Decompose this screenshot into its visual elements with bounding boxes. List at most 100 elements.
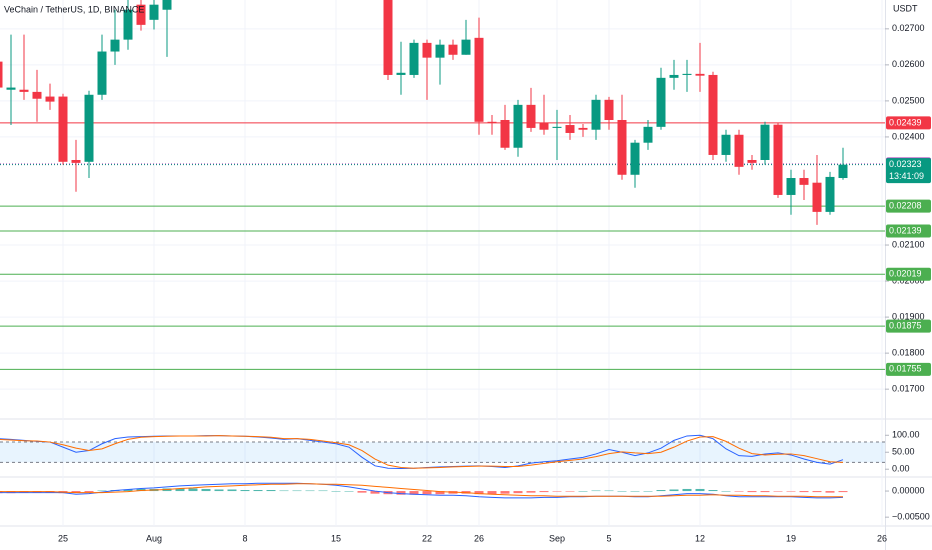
- x-tick-label: 19: [786, 533, 796, 543]
- histogram-bar: [331, 491, 341, 492]
- candle-body: [656, 77, 666, 127]
- grid: [0, 0, 885, 526]
- y-tick-label: 0.02400: [892, 131, 925, 141]
- candle-body: [513, 104, 523, 148]
- histogram-bar: [500, 491, 510, 494]
- histogram-bar: [201, 488, 211, 492]
- indicator-line: [0, 482, 844, 499]
- candle-body: [71, 159, 81, 163]
- stoch-pane: [0, 434, 885, 470]
- histogram-bar: [812, 491, 822, 493]
- histogram-bar: [617, 491, 627, 492]
- histogram-bar: [123, 489, 133, 492]
- x-tick-label: 22: [422, 533, 432, 543]
- candle-body: [136, 4, 146, 25]
- y-tick-label: 0.02100: [892, 239, 925, 249]
- x-tick-label: 26: [877, 533, 887, 543]
- countdown-label: 13:41:09: [889, 171, 924, 181]
- candle-body: [6, 87, 16, 90]
- y-tick-label: 0.01800: [892, 348, 925, 358]
- histogram-bar: [227, 489, 237, 492]
- histogram-bar: [578, 491, 588, 492]
- histogram-bar: [396, 491, 406, 495]
- candle-body: [110, 39, 120, 52]
- candle-body: [0, 61, 3, 88]
- histogram-bar: [669, 489, 679, 492]
- histogram-bar: [838, 491, 848, 493]
- candle-body: [760, 124, 770, 160]
- histogram-bar: [799, 491, 809, 493]
- histogram-bar: [682, 488, 692, 492]
- candle-body: [578, 127, 588, 130]
- histogram-bar: [318, 490, 328, 492]
- histogram-bar: [279, 490, 289, 492]
- stoch-band: [0, 442, 885, 463]
- y-tick-label: 0.00000: [892, 485, 925, 495]
- candle-body: [19, 89, 29, 92]
- y-tick-label: 0.02700: [892, 23, 925, 33]
- candle-body: [643, 126, 653, 143]
- candle-body: [565, 125, 575, 133]
- indicator-line: [0, 483, 843, 498]
- y-tick-label: 0.02600: [892, 59, 925, 69]
- level-label: 0.02439: [889, 117, 922, 127]
- level-label: 0.02139: [889, 225, 922, 235]
- candle-body: [396, 72, 406, 75]
- candle-body: [526, 104, 536, 128]
- candle-body: [825, 176, 835, 212]
- histogram-bar: [721, 491, 731, 492]
- histogram-bar: [591, 490, 601, 492]
- y-tick-label: 0.00: [892, 464, 910, 474]
- level-label-box: [886, 267, 931, 281]
- x-tick-label: 25: [58, 533, 68, 543]
- candle-body: [838, 164, 848, 179]
- y-tick-label: 0.02500: [892, 95, 925, 105]
- indicator-line: [0, 435, 844, 469]
- level-label: 0.01875: [889, 320, 922, 330]
- histogram-bar: [214, 489, 224, 492]
- candle-body: [383, 0, 393, 75]
- level-label: 0.02323: [889, 159, 922, 169]
- y-tick-label: 0.01900: [892, 311, 925, 321]
- histogram-bar: [188, 488, 198, 492]
- histogram-bar: [422, 491, 432, 495]
- candle-body: [422, 42, 432, 58]
- price-unit: USDT: [893, 3, 918, 13]
- histogram-bar: [435, 491, 445, 495]
- candle-body: [448, 44, 458, 55]
- candle-body: [123, 9, 133, 40]
- candle-body: [32, 91, 42, 99]
- candle-body: [812, 182, 822, 212]
- chart-title: VeChain / TetherUS, 1D, BINANCE: [4, 4, 144, 14]
- candle-body: [604, 99, 614, 120]
- histogram-bar: [97, 490, 107, 492]
- histogram-bar: [84, 491, 94, 493]
- histogram-bar: [175, 488, 185, 492]
- candle-body: [734, 134, 744, 167]
- histogram-bar: [474, 491, 484, 495]
- level-label: 0.02208: [889, 200, 922, 210]
- candle-body: [409, 42, 419, 75]
- candle-body: [58, 96, 68, 162]
- x-tick-label: 15: [331, 533, 341, 543]
- level-label: 0.01755: [889, 364, 922, 374]
- level-label-box: [886, 319, 931, 333]
- histogram-bar: [786, 491, 796, 492]
- histogram-bar: [604, 490, 614, 492]
- histogram-bar: [565, 491, 575, 492]
- histogram-bar: [825, 491, 835, 493]
- candle-body: [786, 178, 796, 195]
- level-label-box: [886, 116, 931, 130]
- candle-body: [669, 74, 679, 78]
- histogram-bar: [643, 491, 653, 492]
- x-tick-label: Sep: [549, 533, 565, 543]
- histogram-bar: [0, 491, 3, 494]
- histogram-bar: [136, 488, 146, 492]
- histogram-bar: [487, 491, 497, 495]
- level-label-box: [886, 224, 931, 238]
- histogram-bar: [708, 490, 718, 492]
- histogram-bar: [526, 491, 536, 493]
- y-tick-label: 0.01700: [892, 384, 925, 394]
- candle-body: [487, 121, 497, 123]
